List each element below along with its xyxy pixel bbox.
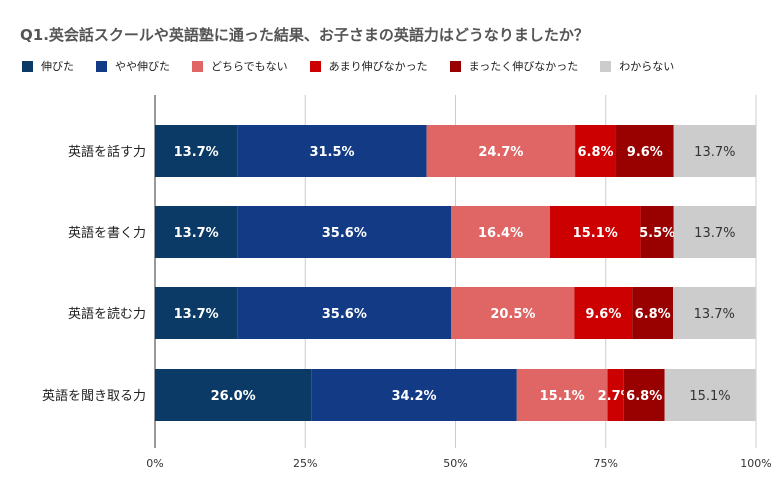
bar-segment: [155, 125, 238, 177]
x-tick-label: 100%: [740, 457, 771, 470]
legend-swatch: [309, 60, 321, 72]
x-tick-label: 50%: [443, 457, 467, 470]
data-label: 13.7%: [174, 145, 219, 160]
legend-item: 伸びた: [22, 58, 74, 74]
data-label: 34.2%: [391, 389, 436, 404]
legend-item: どちらでもない: [192, 58, 288, 74]
bar-segment: [632, 287, 674, 339]
data-label: 6.8%: [578, 145, 614, 160]
legend-label: まったく伸びなかった: [468, 60, 579, 73]
data-label: 9.6%: [627, 145, 663, 160]
bar-segment: [673, 287, 756, 339]
bar-segment: [155, 206, 238, 258]
data-label: 16.4%: [478, 226, 523, 241]
data-label: 13.7%: [174, 307, 219, 322]
bar-segment: [451, 206, 550, 258]
bar-segment: [549, 206, 641, 258]
bar-segment: [155, 369, 312, 421]
bar-segment: [640, 206, 674, 258]
legend-label: あまり伸びなかった: [328, 60, 428, 73]
bar-segment: [673, 206, 756, 258]
legend-label: 伸びた: [41, 60, 74, 73]
data-label: 35.6%: [322, 226, 367, 241]
legend-swatch: [22, 60, 33, 72]
data-label: 9.6%: [585, 307, 621, 322]
category-label: 英語を書く力: [68, 225, 146, 241]
data-label: 20.5%: [490, 307, 535, 322]
bar-segment: [664, 369, 756, 421]
category-label: 英語を読む力: [68, 306, 146, 322]
legend-label: わからない: [619, 60, 675, 73]
data-label: 24.7%: [478, 145, 523, 160]
x-tick-label: 75%: [594, 457, 618, 470]
bar-segment: [615, 125, 674, 177]
data-label: 15.1%: [540, 389, 585, 404]
x-tick-label: 25%: [293, 457, 317, 470]
data-label: 6.8%: [626, 389, 662, 404]
data-label: 13.7%: [694, 226, 735, 241]
legend-swatch: [600, 60, 612, 72]
legend-item: わからない: [600, 58, 674, 74]
data-label: 31.5%: [309, 145, 354, 160]
data-label: 6.8%: [635, 307, 671, 322]
bar-segment: [155, 287, 238, 339]
data-label: 5.5%: [639, 226, 675, 241]
chart-title: Q1.英会話スクールや英語塾に通った結果、お子さまの英語力はどうなりましたか？: [20, 26, 589, 44]
legend-swatch: [96, 60, 107, 72]
bar-segment: [575, 125, 616, 177]
x-tick-label: 0%: [146, 457, 163, 470]
bar-segment: [607, 369, 624, 421]
legend-item: あまり伸びなかった: [309, 58, 428, 74]
bar-segment: [623, 369, 665, 421]
bar-segment: [237, 287, 452, 339]
legend-item: やや伸びた: [96, 58, 170, 74]
legend-swatch: [192, 60, 203, 72]
data-label: 15.1%: [689, 389, 730, 404]
data-label: 13.7%: [174, 226, 219, 241]
legend: 伸びた やや伸びた どちらでもない あまり伸びなかった まったく伸びなかった わからない: [22, 58, 696, 74]
bar-segment: [451, 287, 575, 339]
legend-label: どちらでもない: [211, 60, 288, 73]
bar-segment: [311, 369, 517, 421]
data-label: 35.6%: [322, 307, 367, 322]
data-label: 26.0%: [211, 389, 256, 404]
data-label: 13.7%: [694, 145, 735, 160]
category-label: 英語を聞き取る力: [42, 388, 146, 404]
bar-segment: [237, 206, 452, 258]
legend-swatch: [449, 60, 461, 72]
legend-item: まったく伸びなかった: [449, 58, 579, 74]
bar-segment: [516, 369, 608, 421]
category-label: 英語を話す力: [68, 144, 146, 160]
data-label: 15.1%: [573, 226, 618, 241]
data-label: 13.7%: [694, 307, 735, 322]
bar-segment: [237, 125, 427, 177]
legend-label: やや伸びた: [115, 60, 170, 73]
bar-segment: [574, 287, 633, 339]
bar-segment: [426, 125, 576, 177]
bar-segment: [673, 125, 756, 177]
